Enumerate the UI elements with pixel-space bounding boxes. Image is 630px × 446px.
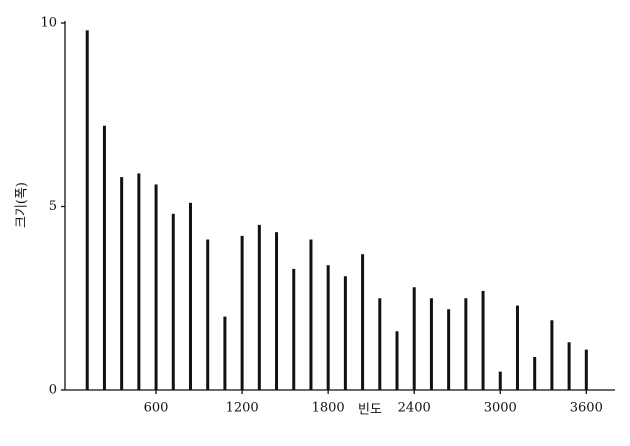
- bar: [567, 342, 571, 390]
- bar: [257, 224, 261, 390]
- bar: [171, 213, 175, 390]
- bar: [533, 356, 537, 390]
- bar: [498, 371, 502, 390]
- bar: [309, 239, 313, 390]
- bar: [120, 177, 124, 390]
- bar: [412, 287, 416, 390]
- x-tick-label: 1800: [312, 401, 345, 416]
- bar: [343, 276, 347, 390]
- x-tick-label: 3600: [570, 401, 603, 416]
- bar: [154, 184, 158, 390]
- bar: [447, 309, 451, 390]
- bar: [464, 298, 468, 390]
- y-axis-label: 크기(폭): [15, 182, 30, 228]
- x-tick-label: 600: [144, 401, 169, 416]
- bar: [292, 268, 296, 390]
- y-tick-label: 5: [49, 199, 57, 214]
- bar: [515, 305, 519, 390]
- bar: [223, 316, 227, 390]
- bar: [550, 320, 554, 390]
- bar: [275, 232, 279, 390]
- bar: [85, 30, 89, 391]
- bar: [102, 125, 106, 390]
- bar: [137, 173, 141, 390]
- bar: [378, 298, 382, 390]
- bar: [206, 239, 210, 390]
- y-tick-label: 0: [49, 383, 57, 398]
- x-tick-label: 2400: [398, 401, 431, 416]
- bar: [429, 298, 433, 390]
- x-axis-label: 빈도: [358, 403, 382, 418]
- bar: [481, 290, 485, 390]
- bar: [326, 265, 330, 390]
- bar: [584, 349, 588, 390]
- x-tick-label: 1200: [226, 401, 259, 416]
- y-tick-label: 10: [40, 16, 57, 31]
- bar: [395, 331, 399, 390]
- bar: [361, 254, 365, 390]
- bar: [240, 235, 244, 390]
- bar: [188, 202, 192, 390]
- x-tick-label: 3000: [484, 401, 517, 416]
